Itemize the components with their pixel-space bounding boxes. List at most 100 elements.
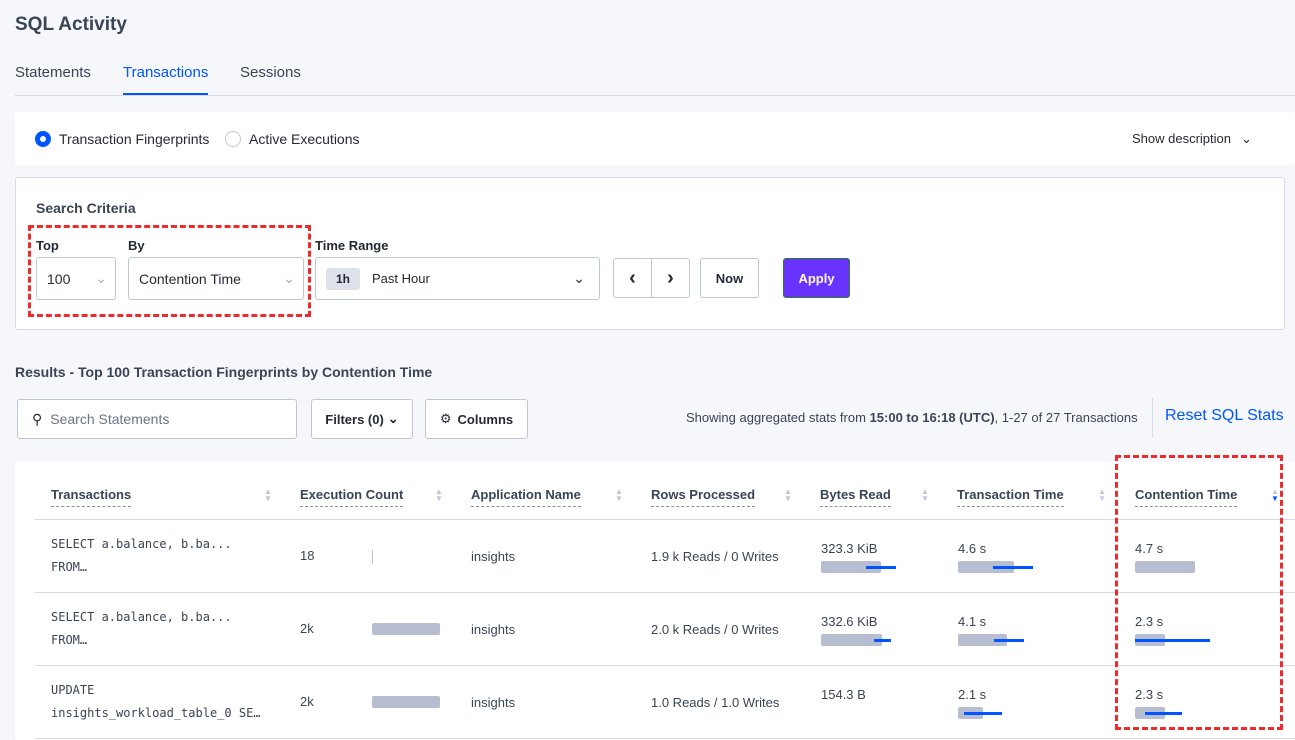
sort-icon[interactable]: ▲ ▼ — [1271, 487, 1279, 503]
tab-transactions[interactable]: Transactions — [123, 64, 209, 95]
rows-processed: 1.0 Reads / 1.0 Writes — [651, 695, 780, 710]
radio-transaction-fingerprints[interactable]: Transaction Fingerprints — [35, 131, 209, 147]
highlight-box — [28, 225, 311, 317]
by-select[interactable]: Contention Time ⌄ — [128, 257, 304, 300]
bytes-read-mean-bar — [821, 634, 882, 646]
bytes-read-stddev-bar — [874, 639, 891, 642]
bytes-read: 154.3 B — [821, 687, 866, 702]
column-header-contention-time[interactable]: Contention Time — [1135, 487, 1238, 507]
execution-count-mean-bar — [372, 696, 440, 708]
contention-time-mean-bar — [1135, 561, 1195, 573]
radio-unchecked-icon — [225, 131, 241, 147]
table-row[interactable]: SELECT a.balance, b.ba... FROM… 18 insights… — [35, 519, 1295, 592]
bytes-read: 332.6 KiB — [821, 614, 878, 629]
divider — [1152, 398, 1153, 438]
chevron-down-icon: ⌄ — [1241, 131, 1252, 146]
chevron-down-icon: ⌄ — [573, 270, 585, 286]
table-row[interactable]: UPDATE insights_workload_table_0 SE… 2k ins… — [35, 665, 1295, 738]
row-divider — [35, 665, 1295, 666]
execution-count-mean-bar — [372, 550, 373, 564]
results-summary: Showing aggregated stats from 15:00 to 1… — [686, 410, 1138, 425]
search-statements-input[interactable]: ⚲ Search Statements — [17, 399, 297, 439]
contention-time-stddev-bar — [1145, 712, 1182, 715]
transaction-time-stddev-bar — [993, 566, 1033, 569]
page-title: SQL Activity — [15, 14, 127, 35]
now-button[interactable]: Now — [700, 258, 759, 298]
execution-count: 2k — [300, 694, 314, 709]
show-description-toggle[interactable]: Show description ⌄ — [1132, 131, 1252, 146]
bytes-read-mean-bar — [821, 561, 881, 573]
contention-time: 2.3 s — [1135, 614, 1164, 629]
row-divider — [35, 519, 1295, 520]
transaction-fingerprint-link[interactable]: UPDATE insights_workload_table_0 SE… — [51, 683, 261, 720]
sort-icon[interactable]: ▲ ▼ — [921, 487, 929, 503]
chevron-down-icon: ⌄ — [283, 270, 295, 286]
transaction-time-stddev-bar — [994, 639, 1024, 642]
highlight-box — [1115, 455, 1283, 730]
top-label: Top — [36, 238, 59, 253]
transaction-fingerprint-link[interactable]: SELECT a.balance, b.ba... FROM… — [51, 537, 232, 574]
table-row[interactable]: SELECT a.balance, b.ba... FROM… 2k insights… — [35, 592, 1295, 665]
radio-active-executions[interactable]: Active Executions — [225, 131, 360, 147]
previous-time-button[interactable]: ‹ — [613, 258, 652, 298]
time-range-label: Time Range — [315, 238, 389, 253]
radio-checked-icon — [35, 131, 51, 147]
row-divider — [35, 592, 1295, 593]
bytes-read-stddev-bar — [866, 566, 896, 569]
transactions-table — [15, 462, 1295, 740]
apply-button[interactable]: Apply — [783, 258, 850, 298]
tab-sessions[interactable]: Sessions — [240, 64, 301, 81]
contention-time-stddev-bar — [1135, 639, 1210, 642]
next-time-button[interactable]: › — [651, 258, 690, 298]
transaction-time: 4.6 s — [958, 541, 987, 556]
tab-divider — [15, 95, 1295, 96]
column-header-application-name[interactable]: Application Name — [471, 487, 581, 507]
column-header-rows-processed[interactable]: Rows Processed — [651, 487, 756, 507]
by-label: By — [128, 238, 145, 253]
sort-icon[interactable]: ▲ ▼ — [1098, 487, 1106, 503]
chevron-down-icon: ⌄ — [387, 411, 399, 426]
execution-count: 18 — [300, 548, 315, 563]
gear-icon: ⚙ — [439, 411, 452, 426]
sort-icon[interactable]: ▲ ▼ — [264, 487, 272, 503]
transaction-time-stddev-bar — [964, 712, 1002, 715]
chevron-down-icon: ⌄ — [95, 270, 107, 286]
row-divider — [35, 738, 1295, 739]
transaction-fingerprint-link[interactable]: SELECT a.balance, b.ba... FROM… — [51, 610, 232, 647]
search-criteria-heading: Search Criteria — [36, 200, 136, 216]
sort-icon[interactable]: ▲ ▼ — [435, 487, 443, 503]
sort-icon[interactable]: ▲ ▼ — [615, 487, 623, 503]
bytes-read: 323.3 KiB — [821, 541, 878, 556]
top-select[interactable]: 100 ⌄ — [36, 257, 116, 300]
view-selector-panel: Transaction Fingerprints Active Executio… — [15, 112, 1295, 165]
filters-button[interactable]: Filters (0) ⌄ — [311, 399, 413, 439]
transaction-time: 2.1 s — [958, 687, 987, 702]
results-heading: Results - Top 100 Transaction Fingerprin… — [15, 364, 433, 380]
reset-sql-stats-link[interactable]: Reset SQL Stats — [1165, 407, 1284, 424]
sort-icon[interactable]: ▲ ▼ — [784, 487, 792, 503]
column-header-bytes-read[interactable]: Bytes Read — [820, 487, 891, 507]
time-badge: 1h — [326, 267, 361, 290]
application-name: insights — [471, 622, 516, 637]
columns-button[interactable]: ⚙ Columns — [425, 399, 528, 439]
column-header-transaction-time[interactable]: Transaction Time — [957, 487, 1064, 507]
rows-processed: 1.9 k Reads / 0 Writes — [651, 549, 779, 564]
application-name: insights — [471, 549, 516, 564]
contention-time: 2.3 s — [1135, 687, 1164, 702]
chevron-right-icon: › — [667, 266, 674, 289]
search-icon: ⚲ — [32, 410, 43, 427]
transaction-time-mean-bar — [958, 561, 1014, 573]
transaction-time-mean-bar — [958, 634, 1007, 646]
execution-count-mean-bar — [372, 623, 440, 635]
application-name: insights — [471, 695, 516, 710]
execution-count: 2k — [300, 621, 314, 636]
search-criteria-panel: Search Criteria Top By Time Range 100 ⌄ C… — [15, 177, 1285, 330]
contention-time: 4.7 s — [1135, 541, 1164, 556]
tab-statements[interactable]: Statements — [15, 64, 91, 81]
rows-processed: 2.0 k Reads / 0 Writes — [651, 622, 779, 637]
column-header-transactions[interactable]: Transactions — [51, 487, 132, 507]
chevron-left-icon: ‹ — [629, 266, 636, 289]
time-range-select[interactable]: 1h Past Hour ⌄ — [315, 257, 600, 300]
column-header-execution-count[interactable]: Execution Count — [300, 487, 404, 507]
transaction-time: 4.1 s — [958, 614, 987, 629]
